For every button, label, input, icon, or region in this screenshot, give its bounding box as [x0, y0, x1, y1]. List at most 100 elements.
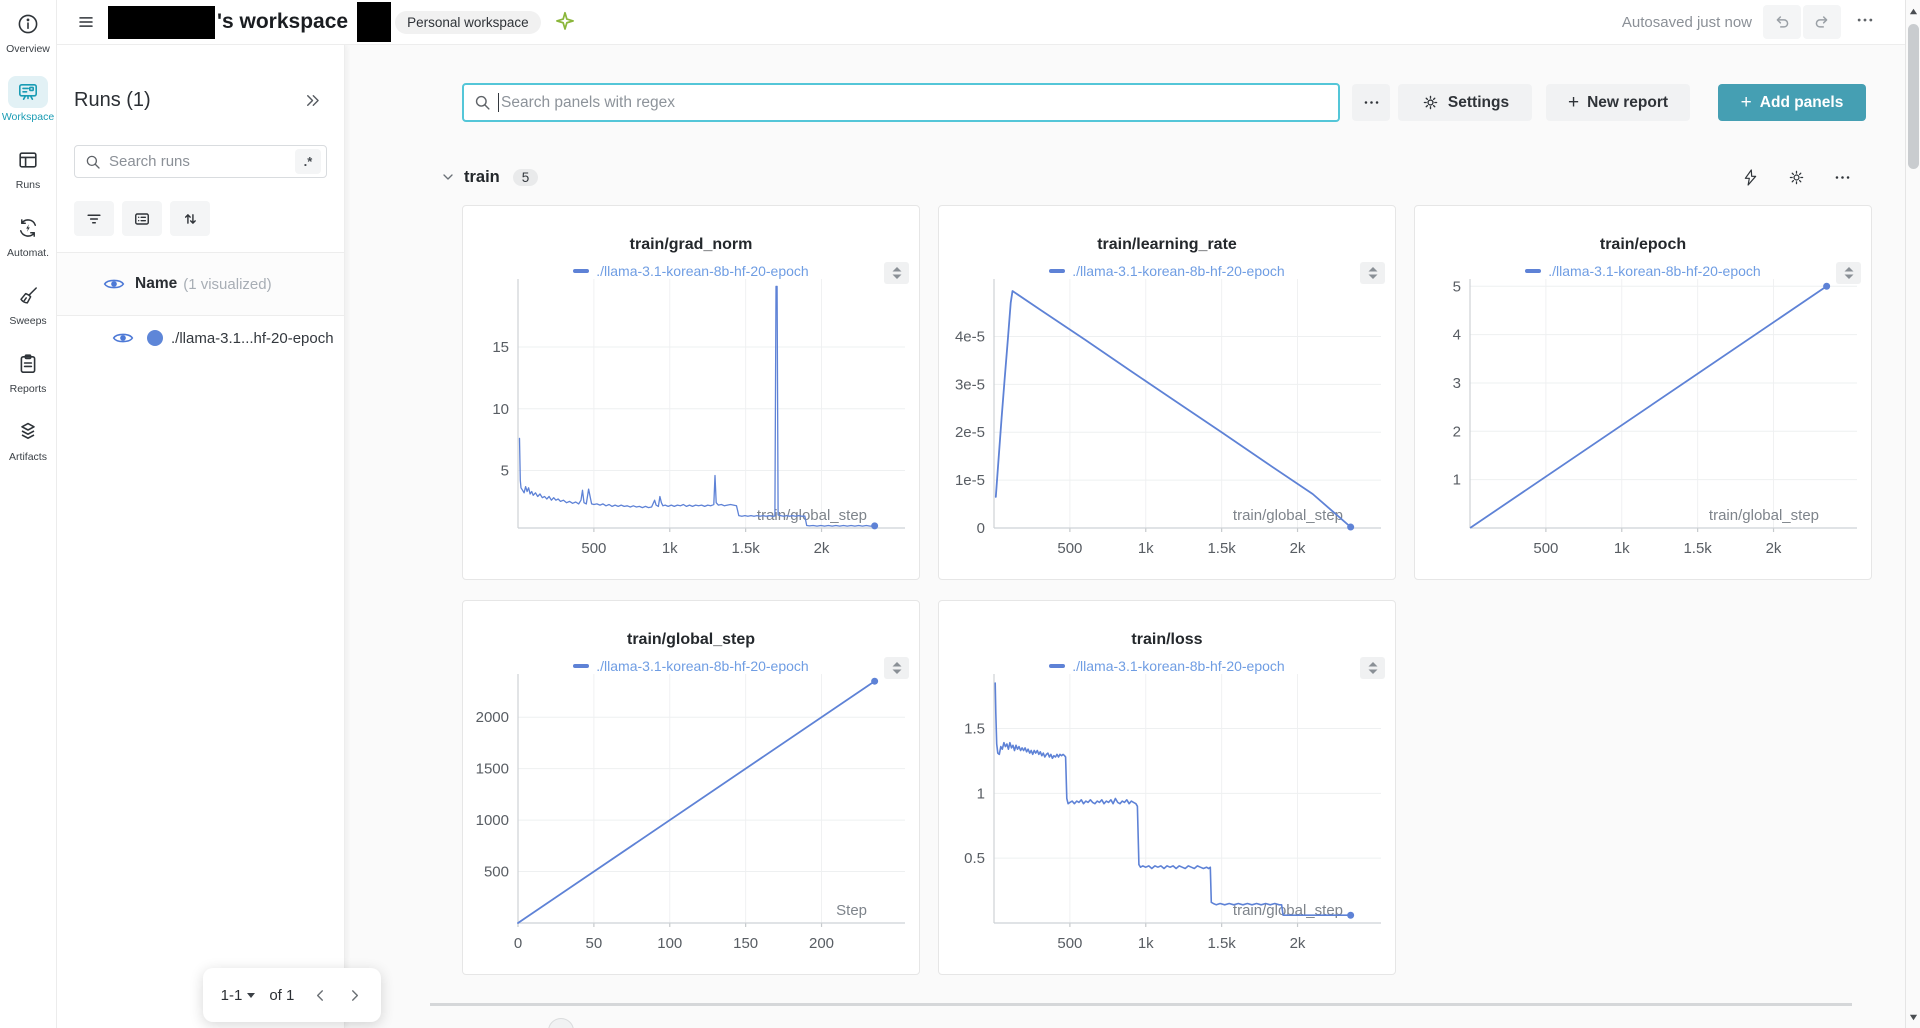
- search-icon: [475, 95, 490, 110]
- panel-drag-handle[interactable]: [1836, 262, 1861, 284]
- sidebar-item-label: Workspace: [1, 111, 55, 123]
- sidebar-item-artifacts[interactable]: Artifacts: [0, 416, 57, 463]
- chevron-down-icon[interactable]: [440, 169, 456, 185]
- line-chart[interactable]: 0 50 100 150 200 500 1000 1500 2000 Step: [463, 668, 919, 973]
- redo-button[interactable]: [1803, 5, 1841, 39]
- sidebar-item-label: Automat.: [6, 247, 50, 259]
- personal-workspace-pill[interactable]: Personal workspace: [395, 10, 541, 34]
- chart-title: train/global_step: [626, 631, 756, 648]
- legend-dash: [573, 269, 590, 273]
- chart-legend: ./llama-3.1-korean-8b-hf-20-epoch: [1415, 263, 1871, 279]
- partially-visible-element: [548, 1018, 574, 1028]
- sidebar-item-sweeps[interactable]: Sweeps: [0, 280, 57, 327]
- sidebar-item-label: Sweeps: [9, 315, 47, 327]
- undo-button[interactable]: [1763, 5, 1801, 39]
- scroll-up-arrow[interactable]: [1906, 3, 1920, 19]
- chart-legend: ./llama-3.1-korean-8b-hf-20-epoch: [939, 658, 1395, 674]
- chart-panel-train-global_step: train/global_step ./llama-3.1-korean-8b-…: [462, 600, 920, 975]
- section-ellipsis-icon[interactable]: [1833, 168, 1852, 187]
- line-chart[interactable]: 500 1k 1.5k 2k 0 1e-5 2e-5 3e-5 4e-5 train/global…: [939, 273, 1395, 578]
- prev-page-icon[interactable]: [312, 987, 329, 1004]
- sidebar-item-workspace[interactable]: Workspace: [0, 76, 57, 123]
- page-range-label: 1-1: [220, 986, 243, 1004]
- sidebar-item-overview[interactable]: Overview: [0, 8, 57, 55]
- runs-sidebar: Runs (1) .* Name (1 visualize: [57, 45, 345, 1028]
- panel-more-options-button[interactable]: [1352, 84, 1390, 121]
- sort-icon[interactable]: [170, 201, 210, 236]
- pin-lightning-icon[interactable]: [1741, 168, 1760, 187]
- svg-text:5: 5: [1453, 278, 1461, 295]
- svg-text:4e-5: 4e-5: [955, 328, 985, 345]
- svg-text:1e-5: 1e-5: [955, 472, 985, 489]
- section-gear-icon[interactable]: [1787, 168, 1806, 187]
- sidebar-item-label: Overview: [6, 43, 50, 55]
- svg-text:1: 1: [1453, 472, 1461, 489]
- svg-text:50: 50: [586, 935, 603, 952]
- line-chart[interactable]: 500 1k 1.5k 2k 1 2 3 4 5 train/global_step: [1415, 273, 1871, 578]
- run-list-item[interactable]: ./llama-3.1...hf-20-epoch: [57, 316, 344, 360]
- page-range-dropdown[interactable]: 1-1: [221, 987, 256, 1004]
- svg-text:500: 500: [484, 864, 509, 881]
- sidebar-item-label: Reports: [9, 383, 47, 395]
- run-name[interactable]: ./llama-3.1...hf-20-epoch: [171, 329, 334, 347]
- svg-text:1k: 1k: [1614, 540, 1630, 557]
- panel-drag-handle[interactable]: [1360, 262, 1385, 284]
- svg-text:0: 0: [977, 520, 985, 537]
- new-report-button[interactable]: + New report: [1546, 84, 1690, 121]
- sweeps-broom-icon: [8, 280, 48, 312]
- settings-button[interactable]: Settings: [1398, 84, 1532, 121]
- svg-text:10: 10: [492, 401, 509, 418]
- page-of-label: of 1: [269, 986, 295, 1004]
- sparkle-icon[interactable]: [552, 9, 578, 35]
- settings-label: Settings: [1447, 93, 1510, 111]
- svg-text:500: 500: [1057, 540, 1082, 557]
- panel-drag-handle[interactable]: [884, 262, 909, 284]
- hamburger-menu-icon[interactable]: [77, 13, 95, 31]
- run-color-dot: [147, 330, 163, 346]
- scrollbar-thumb[interactable]: [1908, 24, 1919, 169]
- text-cursor: [498, 93, 499, 112]
- svg-text:500: 500: [1533, 540, 1558, 557]
- svg-text:200: 200: [809, 935, 834, 952]
- panel-drag-handle[interactable]: [1360, 657, 1385, 679]
- section-title[interactable]: train: [464, 167, 500, 186]
- runs-search-input[interactable]: [109, 153, 295, 170]
- reports-clipboard-icon: [8, 348, 48, 380]
- chart-title: train/loss: [1131, 631, 1203, 648]
- more-options-icon[interactable]: [1855, 10, 1875, 35]
- scroll-down-arrow[interactable]: [1906, 1009, 1920, 1025]
- x-axis-inside-label: train/global_step: [1233, 507, 1343, 524]
- sidebar-item-automat[interactable]: Automat.: [0, 212, 57, 259]
- top-bar: 's workspace Personal workspace Autosave…: [57, 0, 1905, 45]
- panel-drag-handle[interactable]: [884, 657, 909, 679]
- visibility-eye-icon[interactable]: [103, 273, 125, 295]
- chart-panel-train-learning_rate: train/learning_rate ./llama-3.1-korean-8…: [938, 205, 1396, 580]
- page-scrollbar[interactable]: [1905, 0, 1920, 1028]
- runs-panel-title: Runs (1): [74, 89, 151, 111]
- column-header-name[interactable]: Name: [135, 275, 178, 292]
- chart-title: train/grad_norm: [629, 236, 753, 253]
- svg-text:4: 4: [1453, 327, 1461, 344]
- svg-text:500: 500: [1057, 935, 1082, 952]
- plus-icon: +: [1567, 92, 1580, 113]
- filter-icon[interactable]: [74, 201, 114, 236]
- sidebar-item-reports[interactable]: Reports: [0, 348, 57, 395]
- sidebar-item-runs[interactable]: Runs: [0, 144, 57, 191]
- legend-run-name: ./llama-3.1-korean-8b-hf-20-epoch: [1072, 263, 1285, 279]
- regex-toggle-button[interactable]: .*: [295, 149, 321, 174]
- runs-search-box: .*: [74, 145, 327, 178]
- run-visibility-eye-icon[interactable]: [112, 327, 134, 349]
- runs-filter-toolbar: [74, 201, 210, 236]
- legend-run-name: ./llama-3.1-korean-8b-hf-20-epoch: [596, 263, 809, 279]
- panel-search-input[interactable]: [501, 93, 1338, 112]
- add-panels-button[interactable]: + Add panels: [1718, 84, 1866, 121]
- columns-list-icon[interactable]: [122, 201, 162, 236]
- section-divider: [430, 1003, 1852, 1006]
- collapse-panel-icon[interactable]: [303, 91, 322, 115]
- next-page-icon[interactable]: [346, 987, 363, 1004]
- svg-text:2e-5: 2e-5: [955, 424, 985, 441]
- autosave-status: Autosaved just now: [1621, 13, 1752, 31]
- svg-text:15: 15: [492, 339, 509, 356]
- line-chart[interactable]: 500 1k 1.5k 2k 5 10 15 train/global_step: [463, 273, 919, 578]
